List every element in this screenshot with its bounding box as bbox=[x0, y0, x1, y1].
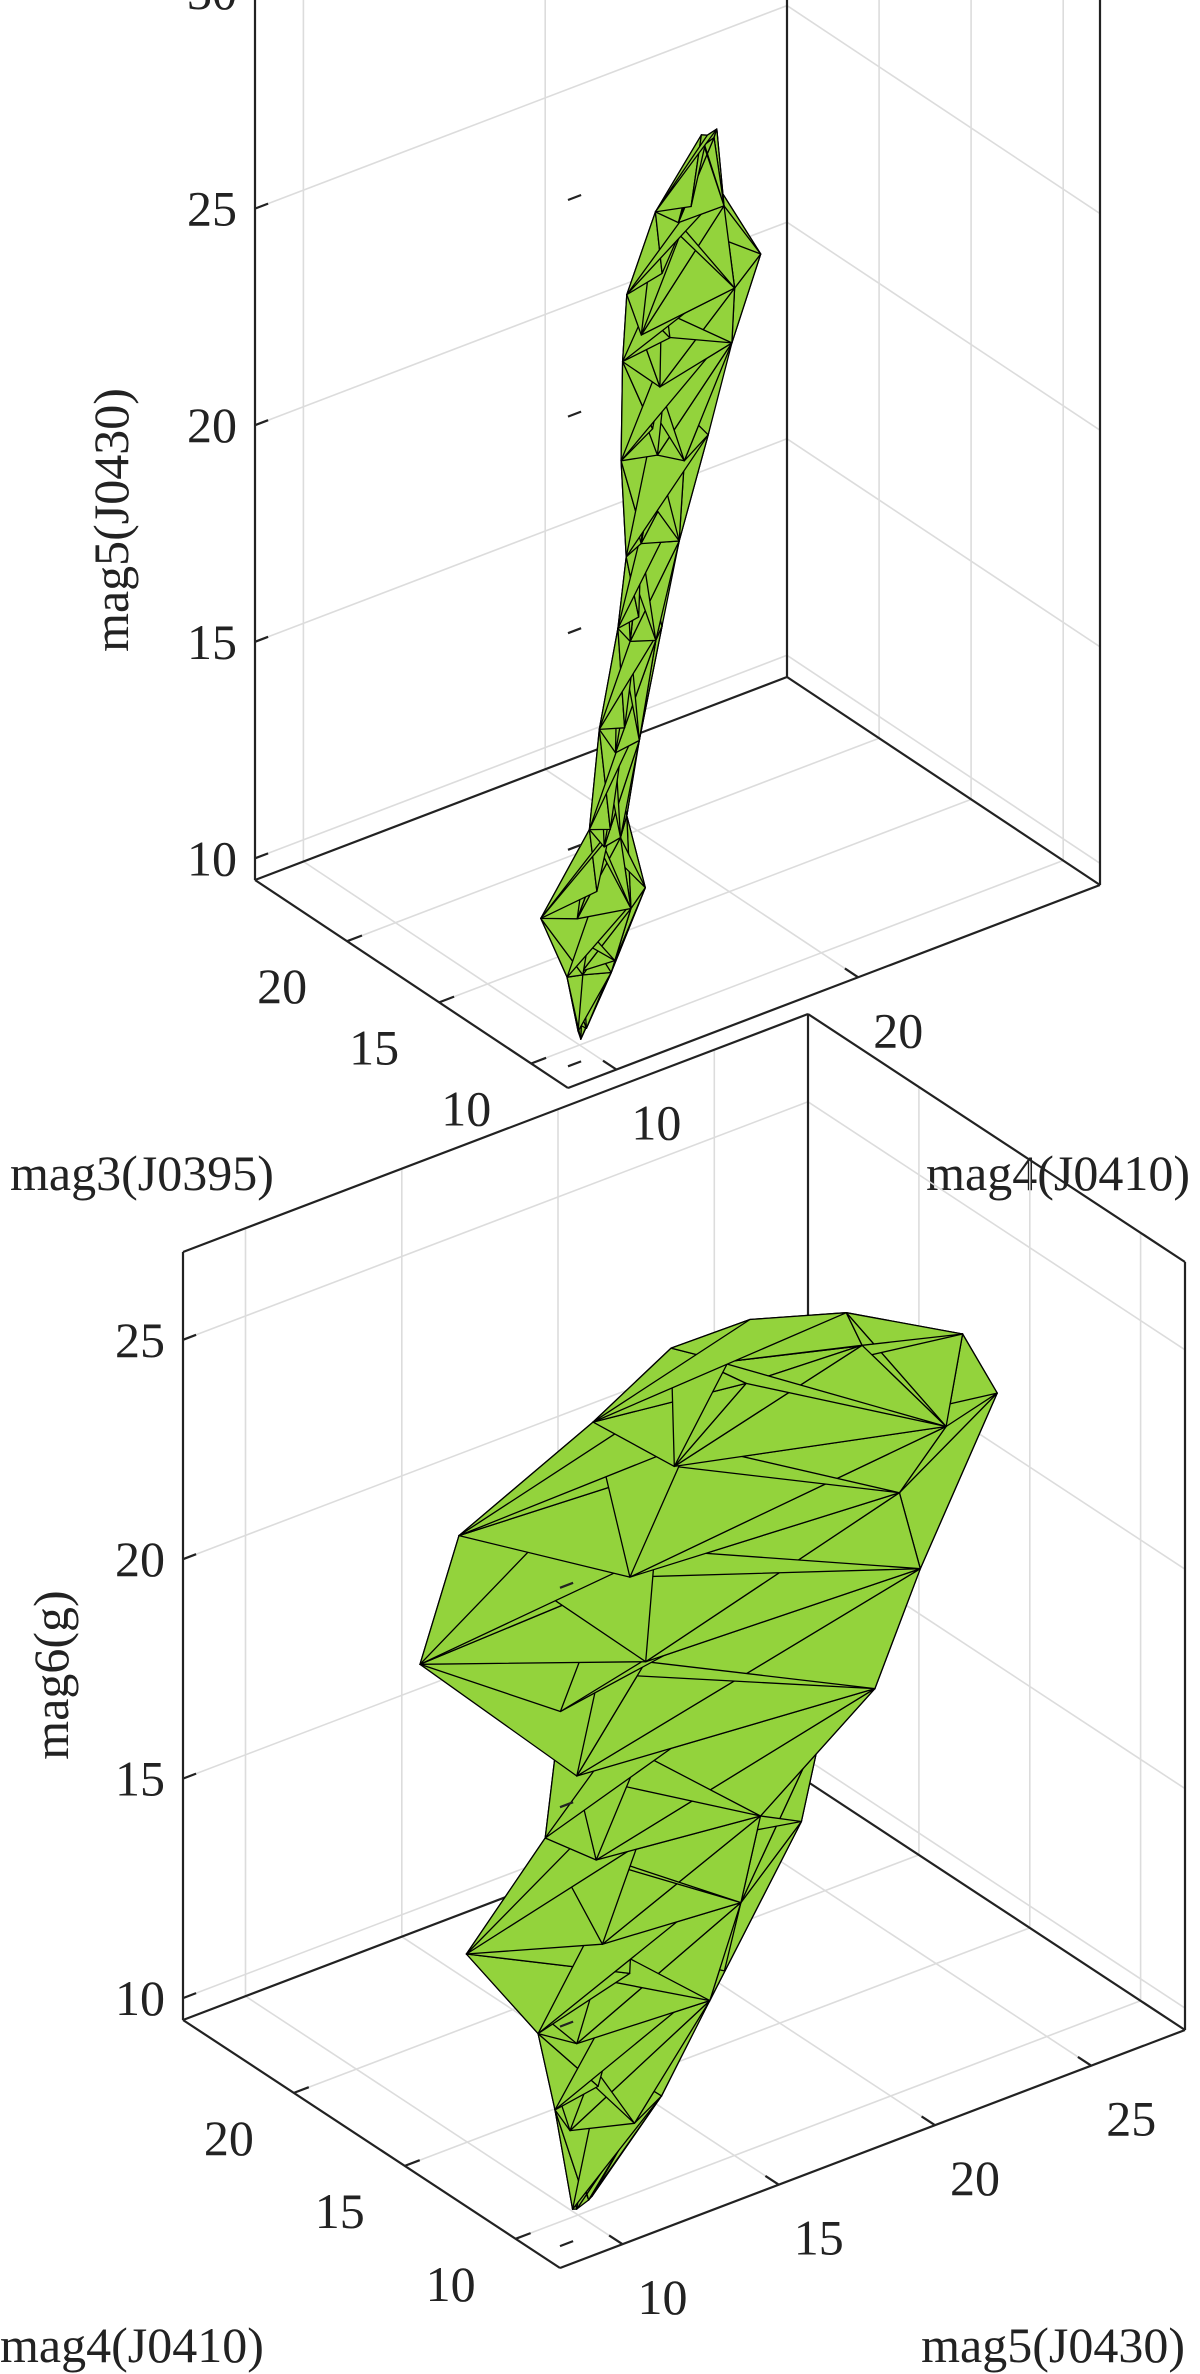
y-tick-label: 20 bbox=[950, 2150, 1000, 2206]
z-tick-label: 15 bbox=[187, 614, 237, 670]
surface-facet bbox=[690, 134, 708, 208]
x-tick-mark bbox=[293, 2086, 310, 2094]
surface-facet bbox=[577, 971, 612, 1032]
x-tick-mark bbox=[515, 2232, 531, 2240]
y-tick-label: 20 bbox=[873, 1002, 923, 1058]
y-tick-mark bbox=[602, 1059, 618, 1071]
z-tick-mark bbox=[254, 202, 269, 210]
top-tick-labels: 10 15 20 25 30 10 15 20 10 20 bbox=[187, 0, 923, 1151]
bottom-tick-labels: 10 15 20 25 10 15 20 10 15 20 25 bbox=[115, 1312, 1156, 2325]
x-tick-mark bbox=[346, 934, 363, 943]
box-edge bbox=[786, 676, 1101, 886]
x-tick-label: 10 bbox=[441, 1081, 491, 1137]
grid-line bbox=[530, 859, 1064, 1065]
z-tick-mark bbox=[559, 2020, 574, 2028]
box-edge bbox=[559, 2028, 1186, 2270]
z-tick-mark bbox=[559, 1801, 574, 1809]
z-tick-mark bbox=[567, 843, 582, 851]
z-tick-mark bbox=[567, 193, 582, 202]
bottom-tick-marks bbox=[182, 1333, 1092, 2248]
x-tick-mark bbox=[530, 1056, 547, 1065]
z-tick-mark bbox=[182, 1333, 197, 1341]
grid-line bbox=[302, 860, 617, 1071]
z-tick-mark bbox=[182, 1992, 197, 2000]
grid-line bbox=[254, 4, 788, 210]
grid-line bbox=[182, 1101, 809, 1341]
z-tick-mark bbox=[182, 1553, 197, 1561]
top-axes-box bbox=[253, 0, 1102, 1090]
z-tick-label: 20 bbox=[115, 1531, 165, 1587]
z-tick-label: 25 bbox=[115, 1312, 165, 1368]
x-tick-label: 15 bbox=[349, 1019, 399, 1075]
z-tick-mark bbox=[254, 852, 269, 860]
y-tick-mark bbox=[844, 967, 859, 979]
top-tick-marks bbox=[254, 193, 859, 1071]
grid-line bbox=[786, 221, 1101, 431]
y-tick-label: 10 bbox=[638, 2269, 688, 2325]
x-tick-label: 15 bbox=[315, 2183, 365, 2239]
top-surface-mesh bbox=[540, 128, 762, 1040]
grid-line bbox=[786, 654, 1101, 864]
grid-line bbox=[807, 1759, 1186, 2009]
grid-line bbox=[438, 798, 972, 1004]
x-tick-mark bbox=[404, 2159, 421, 2167]
plot-bottom: 10 15 20 25 10 15 20 10 15 20 25 mag6(g) mag4(J041… bbox=[0, 1012, 1187, 2373]
grid-line bbox=[254, 654, 788, 860]
z-tick-label: 25 bbox=[187, 181, 237, 237]
bottom-gridlines bbox=[182, 1049, 1186, 2245]
y-tick-label: 15 bbox=[794, 2210, 844, 2266]
box-edge bbox=[567, 883, 1101, 1090]
bottom-axes-box bbox=[181, 1012, 1187, 2270]
box-edge bbox=[807, 1781, 1186, 2031]
top-z-axis-label: mag5(J0430) bbox=[83, 388, 139, 652]
grid-line bbox=[515, 2000, 1141, 2240]
z-tick-mark bbox=[559, 1581, 574, 1589]
z-tick-label: 10 bbox=[187, 830, 237, 886]
y-tick-label: 25 bbox=[1106, 2091, 1156, 2147]
top-y-axis-label: mag4(J0410) bbox=[926, 1145, 1190, 1201]
bottom-y-axis-label: mag5(J0430) bbox=[921, 2317, 1185, 2373]
box-edge bbox=[254, 879, 569, 1089]
z-tick-mark bbox=[254, 635, 269, 643]
z-tick-label: 15 bbox=[115, 1751, 165, 1807]
z-tick-label: 10 bbox=[115, 1970, 165, 2026]
bottom-z-axis-label: mag6(g) bbox=[23, 1590, 79, 1759]
bottom-x-axis-label: mag4(J0410) bbox=[0, 2317, 264, 2373]
surface-facet bbox=[592, 1312, 847, 1423]
z-tick-mark bbox=[567, 627, 582, 635]
y-tick-mark bbox=[1077, 2055, 1092, 2067]
x-tick-label: 20 bbox=[257, 958, 307, 1014]
z-tick-mark bbox=[567, 410, 582, 418]
x-tick-label: 20 bbox=[204, 2110, 254, 2166]
y-tick-label: 10 bbox=[631, 1095, 681, 1151]
z-tick-mark bbox=[559, 2240, 574, 2248]
z-tick-label: 30 bbox=[187, 0, 237, 20]
box-edge bbox=[182, 2019, 561, 2269]
grid-line bbox=[786, 4, 1101, 215]
grid-line bbox=[254, 438, 788, 643]
grid-line bbox=[404, 1927, 1031, 2167]
surface-facet bbox=[654, 128, 718, 213]
grid-line bbox=[245, 1995, 623, 2245]
plot-top: 10 15 20 25 30 10 15 20 10 20 mag5(J0430) mag3(J0… bbox=[10, 0, 1190, 1201]
grid-line bbox=[786, 438, 1101, 648]
box-edge bbox=[807, 1013, 1186, 1263]
grid-line bbox=[807, 1101, 1186, 1351]
z-tick-mark bbox=[182, 1772, 197, 1780]
top-x-axis-label: mag3(J0395) bbox=[10, 1145, 274, 1201]
x-tick-label: 10 bbox=[426, 2256, 476, 2312]
y-tick-mark bbox=[764, 2174, 780, 2186]
y-tick-mark bbox=[608, 2234, 624, 2246]
z-tick-label: 20 bbox=[187, 397, 237, 453]
z-tick-mark bbox=[254, 419, 269, 427]
z-tick-mark bbox=[567, 1060, 582, 1068]
x-tick-mark bbox=[438, 995, 455, 1004]
box-edge bbox=[182, 1012, 809, 1254]
box-edge bbox=[254, 675, 788, 882]
bottom-surface-mesh bbox=[419, 1312, 998, 2210]
y-tick-mark bbox=[920, 2115, 936, 2127]
